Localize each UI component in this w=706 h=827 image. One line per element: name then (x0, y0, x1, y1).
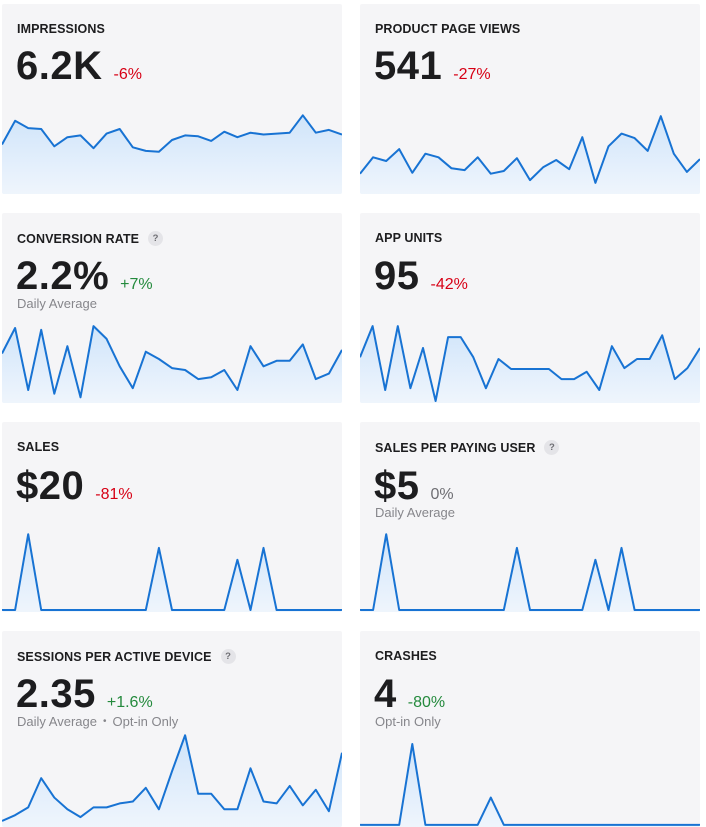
help-icon[interactable]: ? (148, 231, 164, 246)
sparkline-chart (360, 313, 700, 403)
sparkline-chart (360, 731, 700, 827)
sparkline-area (360, 116, 700, 194)
impressions-card[interactable]: IMPRESSIONS 6.2K -6% (2, 4, 342, 194)
sessions-per-active-device-card[interactable]: SESSIONS PER ACTIVE DEVICE ? 2.35 +1.6% … (2, 631, 342, 827)
metric-value: 6.2K (16, 44, 103, 88)
sparkline-area (2, 735, 342, 827)
sparkline-line (360, 326, 700, 401)
sales-card[interactable]: SALES $20 -81% (2, 422, 342, 612)
metric-value: 4 (374, 672, 397, 716)
change-percentage: +7% (120, 276, 153, 293)
metric-value: 541 (374, 44, 443, 88)
metric-value: 2.2% (16, 254, 110, 298)
metric-subtitle: Daily Average (375, 505, 455, 520)
card-title: SALES PER PAYING USER (375, 440, 536, 455)
sparkline-line (2, 326, 342, 397)
card-title: IMPRESSIONS (17, 22, 105, 36)
card-title: SESSIONS PER ACTIVE DEVICE (17, 649, 212, 664)
card-title: PRODUCT PAGE VIEWS (375, 22, 521, 36)
subtitle-text: Daily Average (375, 505, 455, 520)
sparkline-chart (2, 104, 342, 194)
sparkline-line (360, 534, 700, 610)
metric-value: 2.35 (16, 672, 96, 716)
sparkline-area (360, 326, 700, 403)
sparkline-line (360, 116, 700, 183)
metric-value: $20 (16, 464, 85, 508)
card-title: CONVERSION RATE (17, 231, 140, 246)
help-icon[interactable]: ? (220, 649, 236, 664)
sparkline-line (360, 744, 700, 825)
sparkline-chart (2, 522, 342, 612)
product-page-views-card[interactable]: PRODUCT PAGE VIEWS 541 -27% (360, 4, 700, 194)
separator-dot: • (102, 716, 107, 727)
metric-subtitle: Daily Average • Opt-in Only (17, 714, 178, 729)
app-units-card[interactable]: APP UNITS 95 -42% (360, 213, 700, 403)
metric-value: $5 (374, 464, 420, 508)
sparkline-chart (2, 731, 342, 827)
sparkline-area (2, 534, 342, 612)
change-percentage: -27% (453, 66, 491, 83)
metric-subtitle: Daily Average (17, 296, 97, 311)
metric-value: 95 (374, 254, 420, 298)
change-percentage: -80% (407, 694, 446, 711)
sparkline-line (2, 115, 342, 152)
crashes-card[interactable]: CRASHES 4 -80% Opt-in Only (360, 631, 700, 827)
change-percentage: -42% (430, 276, 468, 293)
change-percentage: +1.6% (106, 694, 153, 711)
change-percentage: 0% (430, 486, 454, 503)
sparkline-area (360, 534, 700, 612)
subtitle-extra-text: Opt-in Only (112, 714, 179, 729)
change-percentage: -81% (95, 486, 133, 503)
subtitle-text: Daily Average (17, 714, 97, 729)
sparkline-line (2, 534, 342, 610)
metric-subtitle: Opt-in Only (375, 714, 441, 729)
help-icon[interactable]: ? (544, 440, 560, 455)
card-title: CRASHES (375, 649, 437, 663)
sales-per-paying-user-card[interactable]: SALES PER PAYING USER ? $5 0% Daily Aver… (360, 422, 700, 612)
conversion-rate-card[interactable]: CONVERSION RATE ? 2.2% +7% Daily Average (2, 213, 342, 403)
sparkline-area (2, 326, 342, 403)
sparkline-chart (2, 313, 342, 403)
sparkline-chart (360, 104, 700, 194)
sparkline-area (2, 115, 342, 194)
subtitle-text: Daily Average (17, 296, 97, 311)
sparkline-chart (360, 522, 700, 612)
sparkline-line (2, 735, 342, 821)
subtitle-text: Opt-in Only (375, 714, 441, 729)
card-title: SALES (17, 440, 60, 454)
change-percentage: -6% (113, 66, 142, 83)
card-title: APP UNITS (375, 231, 443, 245)
